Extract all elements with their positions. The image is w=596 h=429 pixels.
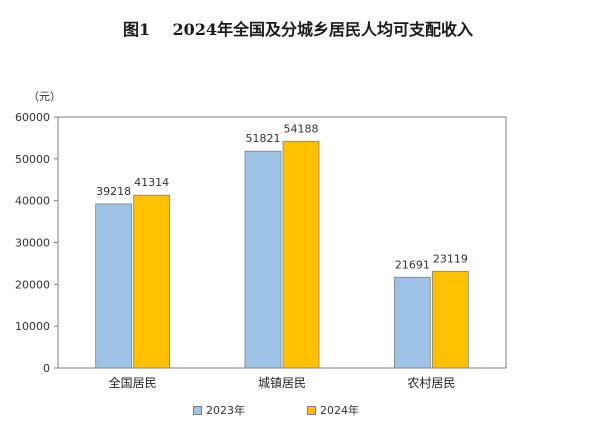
- bar-value-label: 21691: [395, 258, 430, 271]
- legend-label: 2023年: [206, 404, 245, 417]
- chart-title: 图1 2024年全国及分城乡居民人均可支配收入: [0, 16, 596, 40]
- legend: 2023年 2024年: [0, 402, 596, 420]
- bar-value-label: 51821: [246, 132, 281, 145]
- x-axis: 全国居民 城镇居民 农村居民: [109, 375, 456, 390]
- bar-chart: （元） 0 10000 20000 30000 40000 50000 60000 全国居民…: [15, 90, 507, 390]
- bar-value-label: 39218: [96, 185, 131, 198]
- bar: [431, 270, 469, 369]
- bar-value-label: 54188: [284, 122, 319, 135]
- legend-swatch: [307, 405, 316, 415]
- bar: [393, 276, 431, 369]
- x-category-label: 全国居民: [109, 375, 157, 390]
- legend-item: 2024年: [307, 402, 359, 418]
- y-tick-label: 30000: [15, 237, 50, 250]
- figure-label: 图1: [123, 20, 151, 39]
- y-tick-label: 20000: [15, 278, 50, 291]
- y-tick-label: 50000: [15, 153, 50, 166]
- legend-swatch: [193, 405, 202, 415]
- y-tick-label: 10000: [15, 320, 50, 333]
- bars: [95, 140, 469, 369]
- bar: [133, 194, 171, 369]
- y-tick-label: 40000: [15, 195, 50, 208]
- y-unit-label: （元）: [28, 90, 61, 103]
- legend-label: 2024年: [320, 404, 359, 417]
- y-tick-label: 0: [43, 362, 50, 375]
- title-text: 2024年全国及分城乡居民人均可支配收入: [172, 20, 473, 39]
- y-axis: 0 10000 20000 30000 40000 50000 60000: [15, 111, 58, 375]
- bar: [95, 203, 133, 369]
- bar: [244, 150, 282, 369]
- bar: [282, 140, 320, 369]
- bar-value-label: 23119: [433, 252, 468, 265]
- x-category-label: 农村居民: [407, 376, 455, 390]
- legend-item: 2023年: [193, 402, 245, 418]
- bar-value-label: 41314: [134, 176, 169, 189]
- x-category-label: 城镇居民: [258, 376, 306, 390]
- y-tick-label: 60000: [15, 111, 50, 124]
